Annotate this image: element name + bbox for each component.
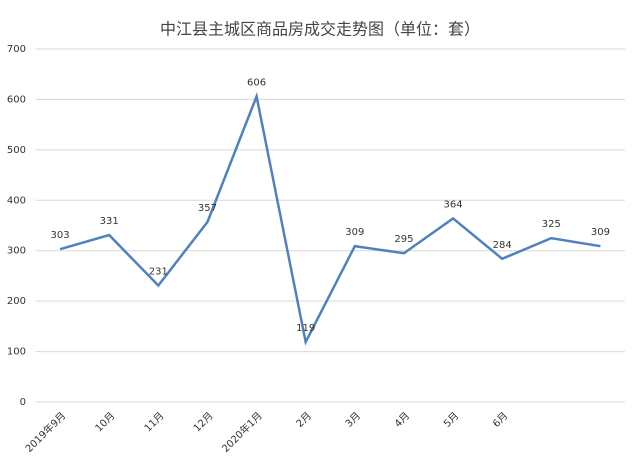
data-label: 309 (345, 227, 364, 238)
x-tick-label: 2019年9月 (22, 409, 68, 455)
y-tick-label: 200 (7, 296, 26, 307)
x-tick-label: 4月 (392, 410, 412, 430)
data-line (59, 91, 601, 346)
x-tick-label: 3月 (343, 410, 363, 430)
x-tick-label: 12月 (191, 410, 216, 435)
x-tick-label: 5月 (441, 410, 461, 430)
x-tick-label: 2020年1月 (219, 409, 265, 455)
x-tick-label: 11月 (142, 410, 167, 435)
data-label: 295 (394, 234, 413, 245)
x-tick-label: 6月 (490, 410, 510, 430)
y-tick-label: 700 (7, 44, 26, 55)
data-label: 606 (247, 77, 266, 88)
x-tick-label: 10月 (93, 410, 118, 435)
y-tick-label: 0 (20, 397, 26, 408)
data-label: 309 (591, 227, 610, 238)
data-label: 303 (51, 230, 70, 241)
data-label: 284 (493, 240, 512, 251)
y-tick-label: 400 (7, 195, 26, 206)
y-tick-label: 300 (7, 246, 26, 257)
data-label: 325 (542, 219, 561, 230)
chart-title: 中江县主城区商品房成交走势图（单位：套） (160, 20, 480, 39)
x-tick-label: 2月 (294, 410, 314, 430)
data-label: 357 (198, 203, 217, 214)
y-tick-label: 500 (7, 145, 26, 156)
data-label: 331 (100, 216, 119, 227)
data-label: 119 (296, 323, 315, 334)
data-label: 364 (444, 199, 463, 210)
y-tick-label: 600 (7, 94, 26, 105)
y-tick-label: 100 (7, 347, 26, 358)
data-label: 231 (149, 267, 168, 278)
